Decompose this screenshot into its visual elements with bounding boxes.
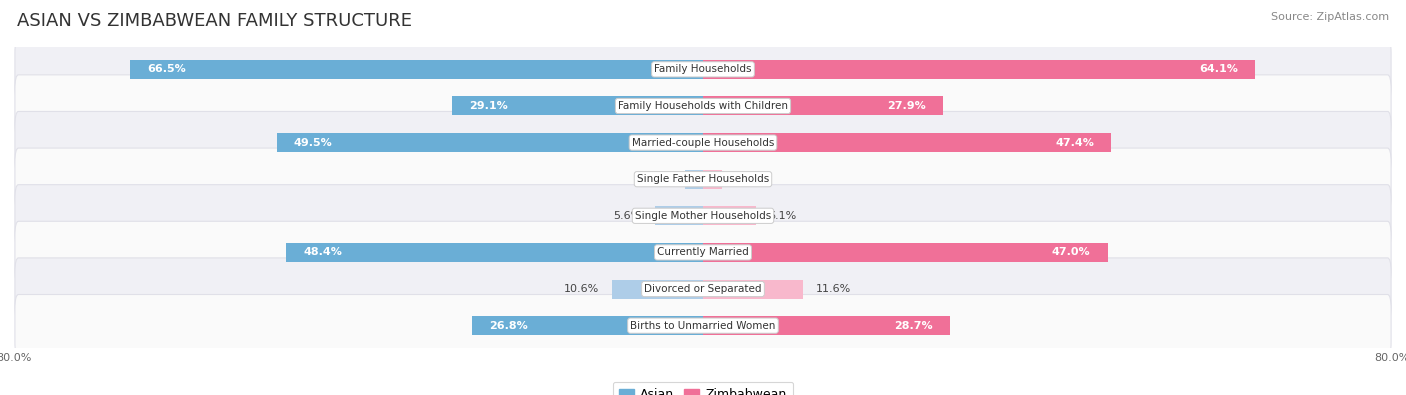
Text: Divorced or Separated: Divorced or Separated <box>644 284 762 294</box>
FancyBboxPatch shape <box>15 221 1391 284</box>
Text: Single Father Households: Single Father Households <box>637 174 769 184</box>
Bar <box>703 170 721 189</box>
Text: 47.4%: 47.4% <box>1054 137 1094 148</box>
FancyBboxPatch shape <box>15 75 1391 137</box>
Text: 2.2%: 2.2% <box>735 174 763 184</box>
Text: 28.7%: 28.7% <box>894 321 934 331</box>
Bar <box>703 316 950 335</box>
FancyBboxPatch shape <box>15 295 1391 357</box>
Text: 26.8%: 26.8% <box>489 321 529 331</box>
Text: 49.5%: 49.5% <box>294 137 333 148</box>
Text: Currently Married: Currently Married <box>657 247 749 258</box>
Bar <box>685 170 703 189</box>
Bar <box>703 243 1108 262</box>
Text: 29.1%: 29.1% <box>470 101 509 111</box>
Text: 2.1%: 2.1% <box>644 174 672 184</box>
Bar <box>131 60 703 79</box>
Bar <box>287 243 703 262</box>
Text: Family Households with Children: Family Households with Children <box>619 101 787 111</box>
Bar <box>612 280 703 299</box>
Text: Married-couple Households: Married-couple Households <box>631 137 775 148</box>
Bar <box>703 280 803 299</box>
FancyBboxPatch shape <box>15 185 1391 247</box>
FancyBboxPatch shape <box>15 148 1391 210</box>
Text: 10.6%: 10.6% <box>564 284 599 294</box>
Text: Births to Unmarried Women: Births to Unmarried Women <box>630 321 776 331</box>
Text: Family Households: Family Households <box>654 64 752 74</box>
Bar <box>703 60 1256 79</box>
Legend: Asian, Zimbabwean: Asian, Zimbabwean <box>613 382 793 395</box>
Bar <box>703 96 943 115</box>
FancyBboxPatch shape <box>15 258 1391 320</box>
FancyBboxPatch shape <box>15 38 1391 100</box>
Bar <box>655 206 703 225</box>
Bar <box>277 133 703 152</box>
Bar <box>472 316 703 335</box>
Text: 64.1%: 64.1% <box>1199 64 1237 74</box>
Text: 6.1%: 6.1% <box>769 211 797 221</box>
Text: Source: ZipAtlas.com: Source: ZipAtlas.com <box>1271 12 1389 22</box>
Text: 66.5%: 66.5% <box>148 64 186 74</box>
Text: Single Mother Households: Single Mother Households <box>636 211 770 221</box>
Text: ASIAN VS ZIMBABWEAN FAMILY STRUCTURE: ASIAN VS ZIMBABWEAN FAMILY STRUCTURE <box>17 12 412 30</box>
Bar <box>453 96 703 115</box>
Text: 11.6%: 11.6% <box>815 284 851 294</box>
Text: 48.4%: 48.4% <box>304 247 342 258</box>
Text: 27.9%: 27.9% <box>887 101 927 111</box>
FancyBboxPatch shape <box>15 111 1391 174</box>
Text: 5.6%: 5.6% <box>613 211 643 221</box>
Text: 47.0%: 47.0% <box>1052 247 1091 258</box>
Bar <box>703 133 1111 152</box>
Bar <box>703 206 755 225</box>
